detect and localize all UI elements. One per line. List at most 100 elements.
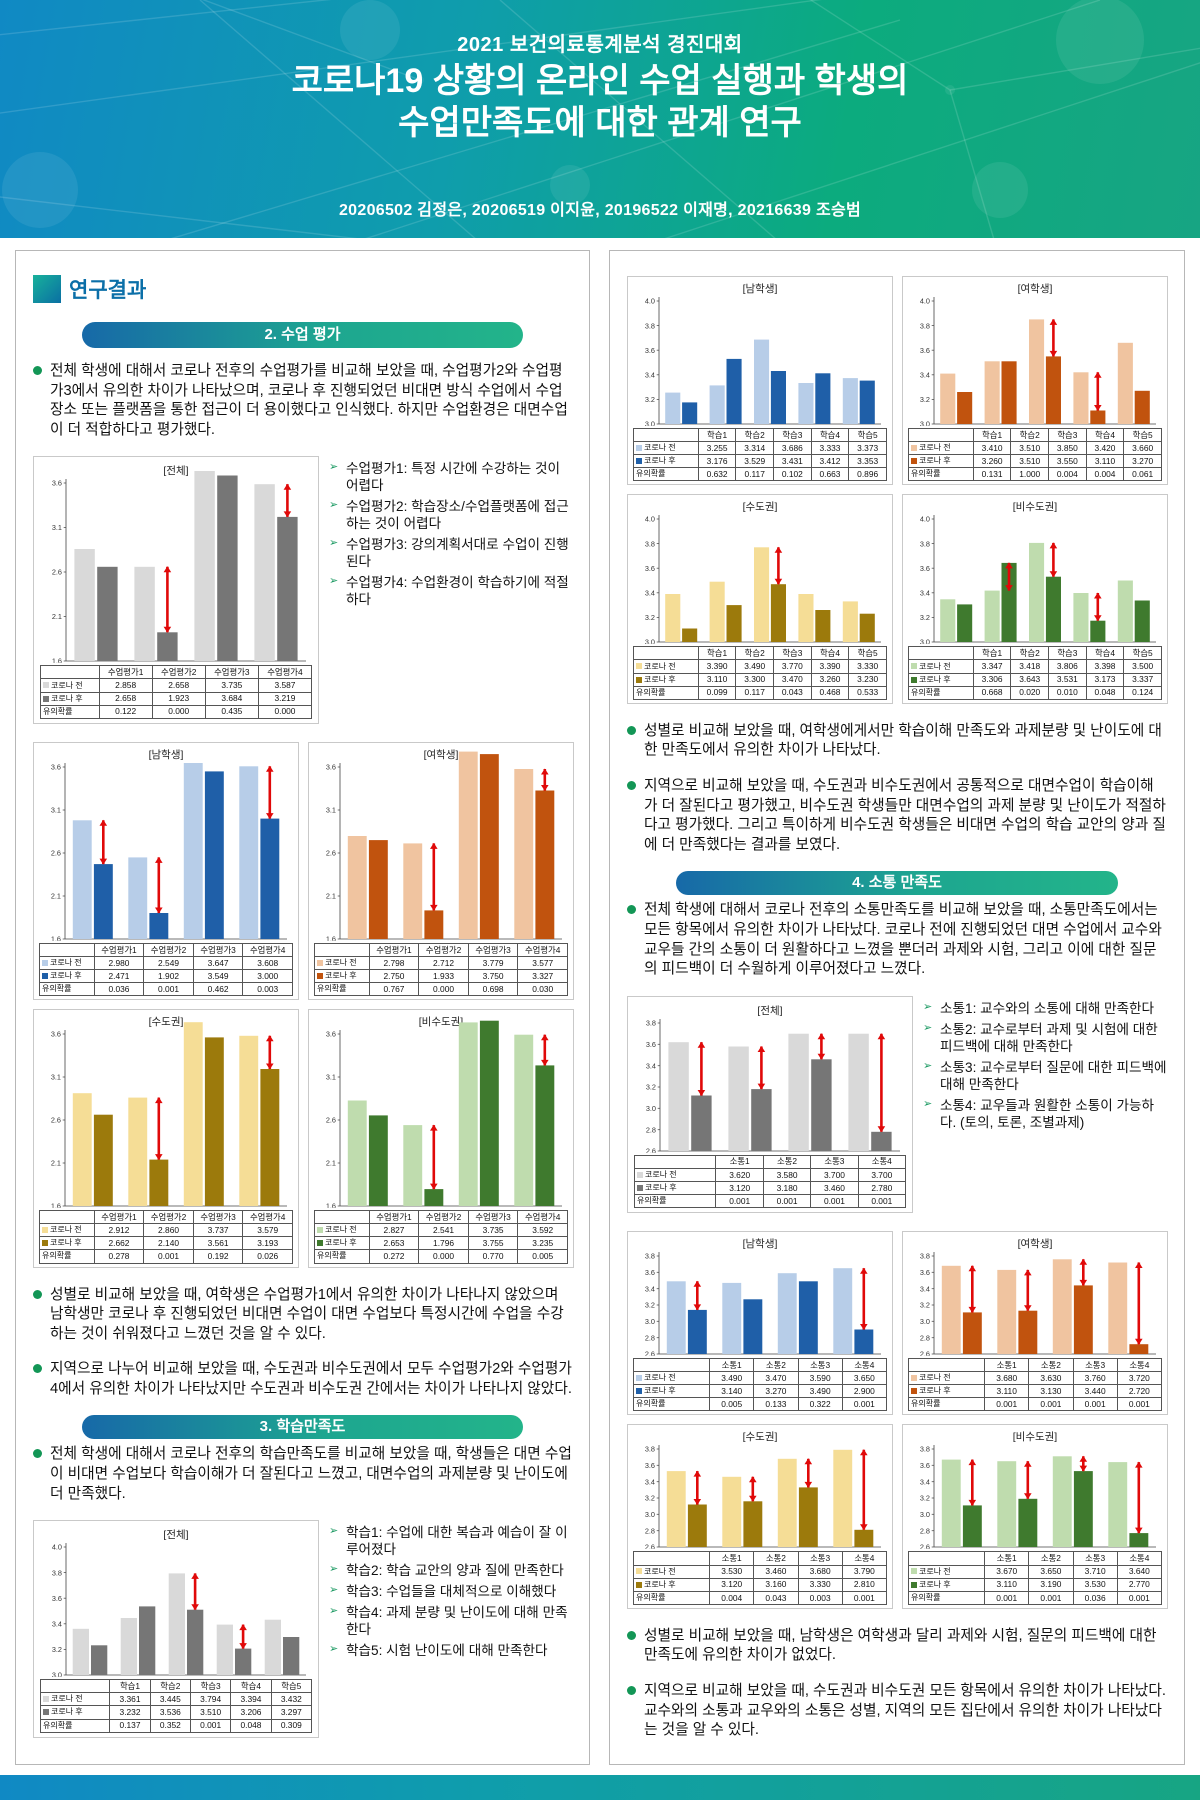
svg-text:3.2: 3.2 bbox=[920, 1301, 930, 1310]
svg-text:3.4: 3.4 bbox=[920, 1284, 930, 1293]
svg-text:2.8: 2.8 bbox=[645, 1527, 655, 1536]
svg-text:3.2: 3.2 bbox=[920, 1494, 930, 1503]
svg-text:3.8: 3.8 bbox=[920, 1252, 930, 1261]
svg-text:3.4: 3.4 bbox=[920, 589, 930, 598]
svg-text:3.0: 3.0 bbox=[645, 1510, 655, 1519]
svg-text:[비수도권]: [비수도권] bbox=[1013, 501, 1058, 513]
svg-text:2.6: 2.6 bbox=[51, 1116, 61, 1125]
svg-text:[여학생]: [여학생] bbox=[1018, 1238, 1053, 1250]
svg-text:3.6: 3.6 bbox=[645, 564, 655, 573]
svg-text:3.6: 3.6 bbox=[326, 1030, 336, 1039]
svg-text:4.0: 4.0 bbox=[645, 515, 655, 524]
svg-text:4.0: 4.0 bbox=[645, 297, 655, 306]
svg-text:3.1: 3.1 bbox=[51, 1073, 61, 1082]
svg-text:[여학생]: [여학생] bbox=[424, 749, 459, 761]
svg-text:3.2: 3.2 bbox=[645, 395, 655, 404]
svg-text:1.6: 1.6 bbox=[52, 657, 62, 663]
svg-text:3.0: 3.0 bbox=[920, 1317, 930, 1326]
svg-text:3.0: 3.0 bbox=[52, 1671, 62, 1677]
svg-text:3.2: 3.2 bbox=[646, 1082, 656, 1091]
svg-text:3.0: 3.0 bbox=[920, 420, 930, 426]
svg-text:3.8: 3.8 bbox=[645, 1445, 655, 1454]
svg-text:2.6: 2.6 bbox=[645, 1543, 655, 1549]
svg-text:3.1: 3.1 bbox=[52, 524, 62, 533]
svg-text:[수도권]: [수도권] bbox=[743, 501, 778, 513]
svg-text:1.6: 1.6 bbox=[326, 1202, 336, 1208]
svg-text:2.1: 2.1 bbox=[51, 1159, 61, 1168]
svg-text:[남학생]: [남학생] bbox=[149, 749, 184, 761]
svg-text:2.8: 2.8 bbox=[920, 1527, 930, 1536]
svg-text:3.2: 3.2 bbox=[645, 1301, 655, 1310]
svg-text:2.6: 2.6 bbox=[646, 1146, 656, 1152]
svg-text:3.4: 3.4 bbox=[920, 371, 930, 380]
svg-text:3.2: 3.2 bbox=[645, 613, 655, 622]
svg-text:3.4: 3.4 bbox=[646, 1061, 656, 1070]
svg-text:2.6: 2.6 bbox=[326, 848, 336, 857]
svg-text:[전체]: [전체] bbox=[163, 465, 188, 477]
svg-text:3.4: 3.4 bbox=[920, 1478, 930, 1487]
svg-text:2.1: 2.1 bbox=[51, 891, 61, 900]
svg-text:3.4: 3.4 bbox=[645, 1478, 655, 1487]
svg-text:3.8: 3.8 bbox=[645, 540, 655, 549]
svg-text:2.6: 2.6 bbox=[51, 848, 61, 857]
svg-text:[비수도권]: [비수도권] bbox=[419, 1016, 464, 1028]
svg-text:3.0: 3.0 bbox=[646, 1104, 656, 1113]
svg-text:4.0: 4.0 bbox=[920, 297, 930, 306]
svg-text:3.8: 3.8 bbox=[920, 321, 930, 330]
svg-text:2.6: 2.6 bbox=[920, 1543, 930, 1549]
svg-text:1.6: 1.6 bbox=[326, 934, 336, 940]
svg-text:3.8: 3.8 bbox=[920, 1445, 930, 1454]
svg-text:[여학생]: [여학생] bbox=[1018, 283, 1053, 295]
svg-text:[비수도권]: [비수도권] bbox=[1013, 1431, 1058, 1443]
svg-text:3.0: 3.0 bbox=[920, 638, 930, 644]
svg-text:2.6: 2.6 bbox=[920, 1350, 930, 1356]
svg-text:3.6: 3.6 bbox=[645, 1461, 655, 1470]
svg-text:2.8: 2.8 bbox=[646, 1125, 656, 1134]
svg-text:2.8: 2.8 bbox=[920, 1333, 930, 1342]
svg-text:3.6: 3.6 bbox=[52, 479, 62, 488]
svg-text:2.1: 2.1 bbox=[52, 613, 62, 622]
svg-text:3.2: 3.2 bbox=[52, 1645, 62, 1654]
svg-text:3.6: 3.6 bbox=[52, 1594, 62, 1603]
svg-text:[남학생]: [남학생] bbox=[743, 1238, 778, 1250]
svg-text:2.1: 2.1 bbox=[326, 891, 336, 900]
svg-text:3.6: 3.6 bbox=[920, 1268, 930, 1277]
svg-text:4.0: 4.0 bbox=[52, 1543, 62, 1552]
svg-text:3.4: 3.4 bbox=[52, 1620, 62, 1629]
svg-text:3.1: 3.1 bbox=[326, 1073, 336, 1082]
svg-text:2.1: 2.1 bbox=[326, 1159, 336, 1168]
svg-text:3.6: 3.6 bbox=[645, 346, 655, 355]
svg-text:2.6: 2.6 bbox=[52, 568, 62, 577]
svg-text:3.4: 3.4 bbox=[645, 371, 655, 380]
svg-text:3.6: 3.6 bbox=[646, 1040, 656, 1049]
svg-text:3.8: 3.8 bbox=[645, 321, 655, 330]
svg-text:2.6: 2.6 bbox=[645, 1350, 655, 1356]
svg-text:3.0: 3.0 bbox=[645, 1317, 655, 1326]
svg-text:3.6: 3.6 bbox=[920, 564, 930, 573]
svg-text:[수도권]: [수도권] bbox=[149, 1016, 184, 1028]
svg-text:3.6: 3.6 bbox=[51, 762, 61, 771]
svg-text:[전체]: [전체] bbox=[757, 1005, 782, 1017]
svg-text:2.8: 2.8 bbox=[645, 1333, 655, 1342]
svg-text:3.1: 3.1 bbox=[51, 805, 61, 814]
svg-text:3.6: 3.6 bbox=[645, 1268, 655, 1277]
svg-text:3.1: 3.1 bbox=[326, 805, 336, 814]
svg-text:3.6: 3.6 bbox=[920, 1461, 930, 1470]
svg-text:3.6: 3.6 bbox=[51, 1030, 61, 1039]
svg-text:3.8: 3.8 bbox=[52, 1569, 62, 1578]
svg-text:2.6: 2.6 bbox=[326, 1116, 336, 1125]
svg-text:[남학생]: [남학생] bbox=[743, 283, 778, 295]
svg-text:3.6: 3.6 bbox=[920, 346, 930, 355]
svg-text:3.2: 3.2 bbox=[645, 1494, 655, 1503]
svg-text:3.4: 3.4 bbox=[645, 1284, 655, 1293]
svg-text:3.8: 3.8 bbox=[646, 1018, 656, 1027]
svg-text:3.8: 3.8 bbox=[920, 540, 930, 549]
svg-text:1.6: 1.6 bbox=[51, 934, 61, 940]
svg-text:3.6: 3.6 bbox=[326, 762, 336, 771]
svg-text:3.4: 3.4 bbox=[645, 589, 655, 598]
svg-text:3.8: 3.8 bbox=[645, 1252, 655, 1261]
svg-text:1.6: 1.6 bbox=[51, 1202, 61, 1208]
svg-text:3.2: 3.2 bbox=[920, 613, 930, 622]
svg-text:3.0: 3.0 bbox=[645, 420, 655, 426]
svg-text:3.0: 3.0 bbox=[920, 1510, 930, 1519]
